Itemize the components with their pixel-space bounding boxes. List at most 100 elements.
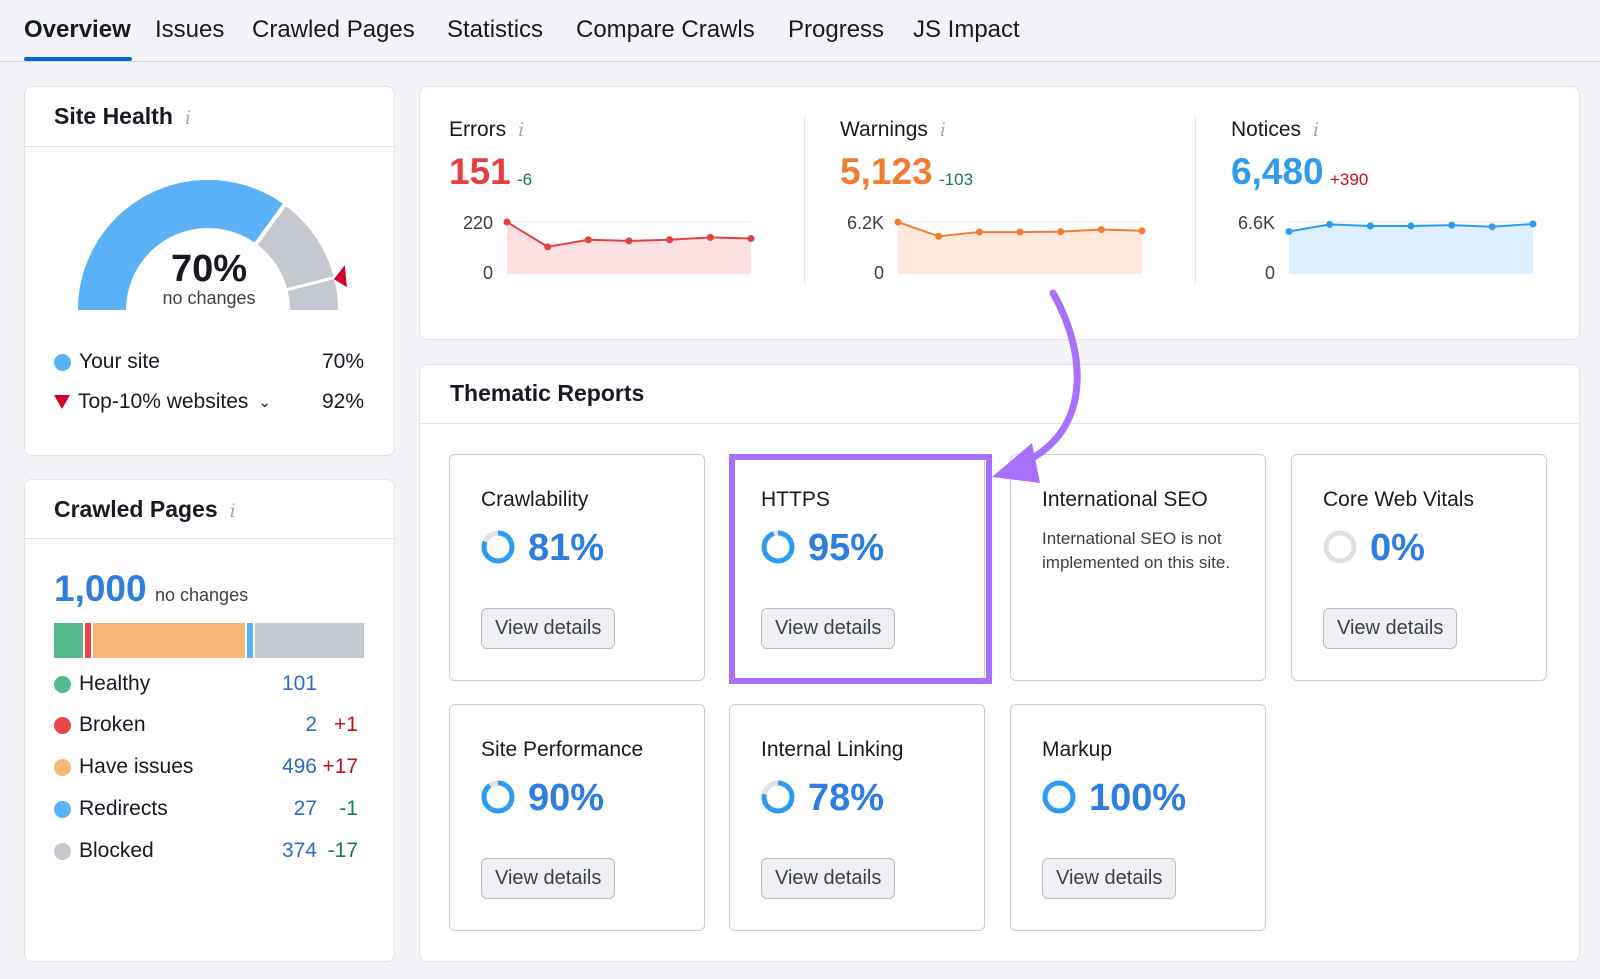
- crawled-pages-title: Crawled Pages i: [54, 496, 236, 522]
- row-count[interactable]: 496: [281, 755, 317, 778]
- crawled-pages-total[interactable]: 1,000: [54, 568, 147, 609]
- notices-count[interactable]: 6,480: [1231, 151, 1324, 192]
- view-details-button[interactable]: View details: [481, 608, 616, 649]
- score-ring-icon: [481, 780, 515, 814]
- report-card-internal-linking[interactable]: Internal Linking 78% View details: [729, 704, 985, 931]
- info-icon[interactable]: i: [939, 119, 946, 141]
- view-details-button[interactable]: View details: [481, 858, 616, 899]
- report-card-international-seo[interactable]: International SEO International SEO is no…: [1010, 454, 1266, 681]
- errors-point[interactable]: [625, 237, 633, 245]
- view-details-button[interactable]: View details: [1042, 858, 1177, 899]
- bar-segment-broken[interactable]: [85, 623, 93, 658]
- score-ring-icon: [761, 530, 795, 564]
- warnings-count[interactable]: 5,123: [840, 151, 933, 192]
- row-label: Have issues: [79, 755, 194, 778]
- report-score: 95%: [808, 527, 885, 569]
- warnings-sparkline[interactable]: [893, 217, 1147, 279]
- notices-sparkline[interactable]: [1284, 217, 1538, 279]
- tab-crawled-pages[interactable]: Crawled Pages: [252, 16, 415, 43]
- legend-top10[interactable]: Top-10% websites ⌄ 92%: [54, 390, 364, 414]
- legend-value: 70%: [321, 350, 364, 373]
- site-health-title: Site Health i: [54, 103, 191, 129]
- info-icon[interactable]: i: [184, 107, 191, 129]
- tab-js-impact[interactable]: JS Impact: [913, 16, 1020, 43]
- errors-label: Errors i: [449, 118, 525, 141]
- errors-point[interactable]: [747, 235, 755, 243]
- errors-count[interactable]: 151: [449, 151, 511, 192]
- top10-divider: [285, 275, 337, 292]
- warnings-point[interactable]: [1057, 228, 1065, 236]
- row-count[interactable]: 374: [281, 839, 317, 862]
- info-icon[interactable]: i: [1313, 119, 1320, 141]
- warnings-point[interactable]: [975, 228, 983, 236]
- report-score: 78%: [808, 777, 885, 819]
- bar-segment-have-issues[interactable]: [93, 623, 247, 658]
- tab-compare-crawls[interactable]: Compare Crawls: [576, 16, 755, 43]
- legend-label: Top-10% websites: [78, 390, 249, 413]
- status-dot-icon: [54, 675, 71, 693]
- notices-point[interactable]: [1407, 222, 1415, 230]
- warnings-point[interactable]: [935, 232, 943, 240]
- warnings-point[interactable]: [1016, 228, 1024, 236]
- report-card-crawlability[interactable]: Crawlability 81% View details: [449, 454, 705, 681]
- view-details-button[interactable]: View details: [761, 858, 896, 899]
- notices-area: [1289, 223, 1533, 274]
- status-dot-icon: [54, 800, 71, 818]
- view-details-button[interactable]: View details: [1323, 608, 1458, 649]
- notices-point[interactable]: [1448, 221, 1456, 229]
- tab-issues[interactable]: Issues: [155, 16, 225, 43]
- crawled-pages-row-have-issues[interactable]: Have issues 496 +17: [54, 755, 358, 779]
- crawled-pages-row-healthy[interactable]: Healthy 101: [54, 672, 317, 696]
- row-count[interactable]: 101: [281, 672, 317, 695]
- status-dot-icon: [54, 842, 71, 860]
- notices-point[interactable]: [1366, 222, 1374, 230]
- bar-segment-redirects[interactable]: [247, 623, 255, 658]
- errors-point[interactable]: [706, 233, 714, 241]
- warnings-point[interactable]: [1097, 226, 1105, 234]
- crawled-pages-row-blocked[interactable]: Blocked 374 -17: [54, 839, 358, 863]
- row-delta: -1: [339, 797, 358, 820]
- notices-point[interactable]: [1488, 223, 1496, 231]
- tab-overview[interactable]: Overview: [24, 16, 131, 43]
- score-ring-icon: [1042, 780, 1076, 814]
- crawled-pages-row-redirects[interactable]: Redirects 27 -1: [54, 797, 358, 821]
- info-icon[interactable]: i: [229, 500, 236, 522]
- tab-statistics[interactable]: Statistics: [447, 16, 544, 43]
- notices-point[interactable]: [1285, 227, 1293, 235]
- bar-segment-healthy[interactable]: [54, 623, 85, 658]
- gauge-divider: [253, 202, 288, 247]
- legend-label: Your site: [79, 350, 160, 373]
- report-score: 0%: [1370, 527, 1425, 569]
- report-message: International SEO is not implemented on …: [1042, 529, 1231, 572]
- report-score: 100%: [1089, 777, 1187, 819]
- view-details-button[interactable]: View details: [761, 608, 896, 649]
- status-dot-icon: [54, 716, 71, 734]
- chevron-down-icon[interactable]: ⌄: [258, 394, 271, 411]
- crawled-pages-row-broken[interactable]: Broken 2 +1: [54, 713, 358, 737]
- warnings-point[interactable]: [1138, 227, 1146, 235]
- gauge-value-arc: [78, 180, 285, 311]
- thematic-reports-title: Thematic Reports: [450, 380, 645, 406]
- row-label: Blocked: [79, 839, 154, 862]
- report-card-core-web-vitals[interactable]: Core Web Vitals 0% View details: [1291, 454, 1547, 681]
- errors-point[interactable]: [584, 236, 592, 244]
- score-ring-icon: [481, 530, 515, 564]
- row-count[interactable]: 27: [293, 797, 317, 820]
- info-icon[interactable]: i: [518, 119, 525, 141]
- notices-point[interactable]: [1326, 220, 1334, 228]
- row-count[interactable]: 2: [305, 713, 317, 736]
- warnings-delta: -103: [939, 170, 974, 189]
- notices-point[interactable]: [1529, 220, 1537, 228]
- report-card-markup[interactable]: Markup 100% View details: [1010, 704, 1266, 931]
- warnings-point[interactable]: [894, 218, 902, 226]
- errors-point[interactable]: [544, 243, 552, 251]
- row-label: Broken: [79, 713, 146, 736]
- errors-sparkline[interactable]: [502, 217, 756, 279]
- bar-segment-blocked[interactable]: [255, 623, 364, 658]
- errors-point[interactable]: [666, 236, 674, 244]
- report-card-https[interactable]: HTTPS 95% View details: [729, 454, 985, 681]
- top-tabs: Overview Issues Crawled Pages Statistics…: [0, 0, 1600, 62]
- report-card-site-performance[interactable]: Site Performance 90% View details: [449, 704, 705, 931]
- tab-progress[interactable]: Progress: [788, 16, 885, 43]
- errors-point[interactable]: [503, 218, 511, 226]
